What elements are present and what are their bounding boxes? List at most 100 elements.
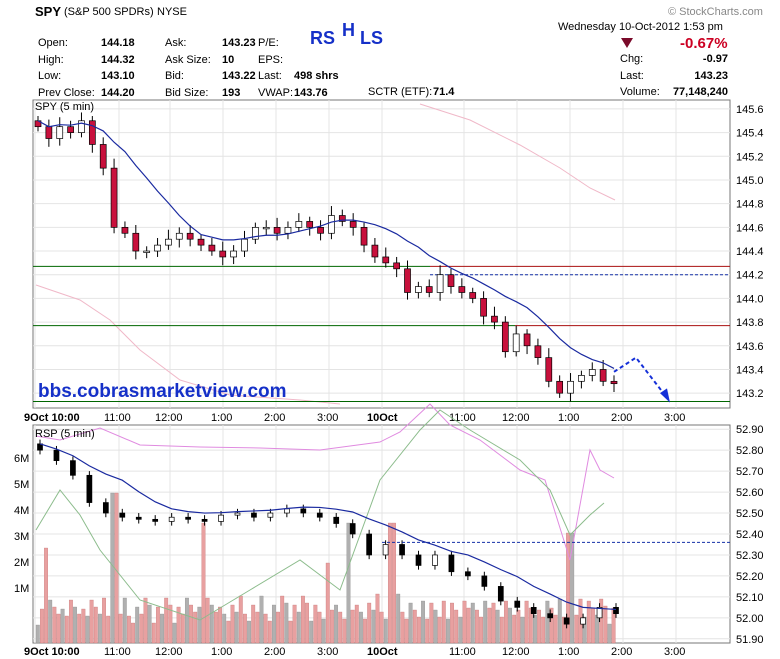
panel-1-ytick-8: 144.0: [736, 293, 764, 305]
volume-bar-89: [404, 618, 409, 644]
candle-body-48: [556, 380, 564, 394]
panel-2-xtick-11: 3:00: [664, 646, 685, 658]
rsp-candle-body-22: [399, 544, 405, 556]
rsp-candle-body-11: [218, 514, 224, 522]
candle-body-42: [491, 315, 498, 323]
candle-body-18: [230, 250, 237, 258]
rsp-candle-body-10: [201, 518, 208, 522]
volume-bar-124: [549, 607, 554, 644]
volume-bar-69: [321, 618, 326, 644]
rsp-candle-body-18: [333, 516, 340, 524]
volume-bar-107: [479, 616, 483, 644]
candle-body-9: [132, 232, 140, 252]
right-value-2: 77,148,240: [672, 86, 728, 98]
volume-bar-96: [433, 609, 438, 644]
volume-tick-2: 4M: [14, 505, 29, 517]
rsp-candle-body-1: [53, 449, 60, 461]
panel-1-ytick-7: 144.2: [736, 270, 764, 282]
volume-bar-16: [102, 597, 106, 644]
volume-bar-86: [392, 522, 396, 644]
volume-bar-44: [218, 606, 222, 644]
volume-bar-56: [267, 620, 272, 644]
candle-body-38: [447, 274, 455, 287]
volume-bar-121: [537, 609, 541, 644]
volume-bar-55: [263, 613, 268, 644]
volume-bar-8: [68, 599, 73, 644]
volume-bar-138: [607, 623, 612, 644]
rsp-candle-body-20: [366, 533, 372, 556]
candle-body-43: [501, 321, 509, 353]
volume-bar-61: [288, 620, 293, 644]
website-label: bbs.cobrasmarketview.com: [38, 381, 287, 402]
volume-bar-78: [358, 611, 363, 644]
rsp-candle-body-27: [481, 575, 488, 587]
date-line: Wednesday 10-Oct-2012 1:53 pm: [558, 21, 723, 33]
panel-2-xtick-10: 2:00: [611, 646, 632, 658]
volume-bar-122: [541, 616, 546, 644]
panel-2-xtick-7: 11:00: [449, 646, 476, 658]
candle-body-40: [469, 292, 477, 299]
rsp-candle-body-24: [432, 554, 438, 566]
volume-bar-22: [126, 615, 131, 644]
candle-body-20: [252, 227, 259, 240]
panel-1-ytick-9: 143.8: [736, 317, 764, 329]
candle-body-30: [360, 227, 368, 246]
panel-1-ytick-0: 145.6: [736, 104, 764, 116]
panel-1-xtick-7: 11:00: [449, 412, 476, 424]
quote2-label-0: Ask:: [165, 37, 187, 49]
panel-1-xtick-2: 12:00: [155, 412, 183, 424]
quote3-label-2: Last:: [258, 70, 282, 82]
candle-body-51: [588, 369, 596, 376]
candle-body-45: [523, 333, 531, 347]
volume-bar-97: [437, 616, 442, 644]
quote1-label-1: High:: [38, 53, 64, 66]
panel-2-ytick-2: 52.70: [736, 466, 764, 478]
quote1-value-2: 143.10: [101, 70, 135, 82]
quote2-label-2: Bid:: [165, 70, 184, 82]
right-label-2: Volume:: [620, 86, 660, 98]
panel-1-xtick-5: 3:00: [317, 412, 338, 424]
panel-1-ytick-1: 145.4: [736, 128, 764, 140]
symbol: SPY: [35, 4, 62, 19]
volume-bar-98: [441, 600, 446, 644]
volume-bar-125: [553, 614, 558, 644]
candle-body-24: [295, 221, 303, 228]
panel1-title: SPY (5 min): [35, 101, 95, 113]
volume-bar-15: [97, 613, 102, 644]
quote3-label-3: VWAP:: [258, 86, 294, 99]
volume-bar-34: [176, 606, 181, 644]
rsp-candle-body-5: [119, 512, 126, 518]
quote1-label-3: Prev Close:: [38, 86, 95, 99]
quote3-value-3: 143.76: [294, 86, 328, 99]
volume-bar-23: [131, 622, 135, 644]
quote2-label-1: Ask Size:: [165, 53, 211, 66]
right-value-0: -0.97: [702, 53, 728, 65]
candle-body-32: [382, 256, 390, 264]
quote1-value-3: 144.20: [101, 86, 135, 99]
volume-bar-123: [545, 600, 550, 644]
volume-bar-128: [566, 532, 570, 644]
volume-bar-115: [512, 614, 517, 644]
volume-bar-93: [421, 600, 425, 644]
rsp-candle-body-13: [251, 512, 257, 518]
volume-bar-120: [532, 614, 537, 644]
volume-bar-114: [508, 607, 512, 644]
volume-bar-39: [197, 606, 202, 644]
volume-bar-30: [160, 613, 164, 644]
volume-bar-101: [454, 609, 459, 644]
volume-bar-113: [503, 600, 508, 644]
volume-bar-108: [483, 600, 488, 644]
candle-body-14: [186, 232, 194, 240]
volume-bar-37: [189, 604, 193, 644]
rsp-candle-body-34: [596, 607, 603, 619]
volume-bar-74: [342, 618, 347, 644]
candle-body-44: [512, 333, 520, 353]
volume-bar-70: [325, 562, 330, 644]
volume-tick-3: 3M: [14, 531, 29, 543]
candle-body-15: [197, 238, 205, 246]
volume-bar-64: [300, 595, 305, 644]
panel-2-xtick-2: 12:00: [155, 646, 183, 658]
volume-bar-134: [590, 607, 595, 644]
volume-bar-0: [35, 624, 40, 644]
panel-1-xtick-4: 2:00: [264, 412, 285, 424]
